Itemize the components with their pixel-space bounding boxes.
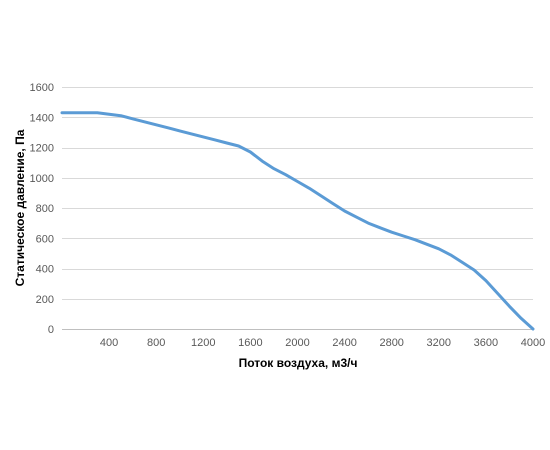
x-tick-label: 1200: [191, 337, 215, 349]
x-tick-label: 2400: [332, 337, 356, 349]
y-tick-label: 1600: [30, 82, 54, 94]
x-tick-label: 3600: [474, 337, 498, 349]
y-tick-label: 1200: [30, 143, 54, 155]
gridlines: [62, 87, 533, 300]
y-tick-label: 1000: [30, 173, 54, 185]
x-axis-title: Поток воздуха, м3/ч: [239, 356, 358, 370]
x-tick-label: 2000: [285, 337, 309, 349]
y-tick-label: 200: [36, 294, 54, 306]
x-tick-label: 2800: [379, 337, 403, 349]
y-tick-label: 0: [48, 324, 54, 336]
x-tick-label: 1600: [238, 337, 262, 349]
y-tick-label: 400: [36, 264, 54, 276]
x-tick-label: 800: [147, 337, 165, 349]
y-axis-title: Статическое давление, Па: [13, 129, 27, 286]
y-tick-label: 600: [36, 233, 54, 245]
x-tick-label: 400: [100, 337, 118, 349]
x-axis-tick-labels: 400 800 1200 1600 2000 2400 2800 3200 3600 4000: [100, 337, 545, 349]
series-line-0: [60, 111, 535, 331]
y-tick-label: 800: [36, 203, 54, 215]
y-axis-tick-labels: 0 200 400 600 800 1000 1200 1400 1600: [30, 82, 54, 336]
x-tick-label: 4000: [521, 337, 545, 349]
x-tick-label: 3200: [427, 337, 451, 349]
series-group: [60, 111, 535, 331]
y-tick-label: 1400: [30, 112, 54, 124]
